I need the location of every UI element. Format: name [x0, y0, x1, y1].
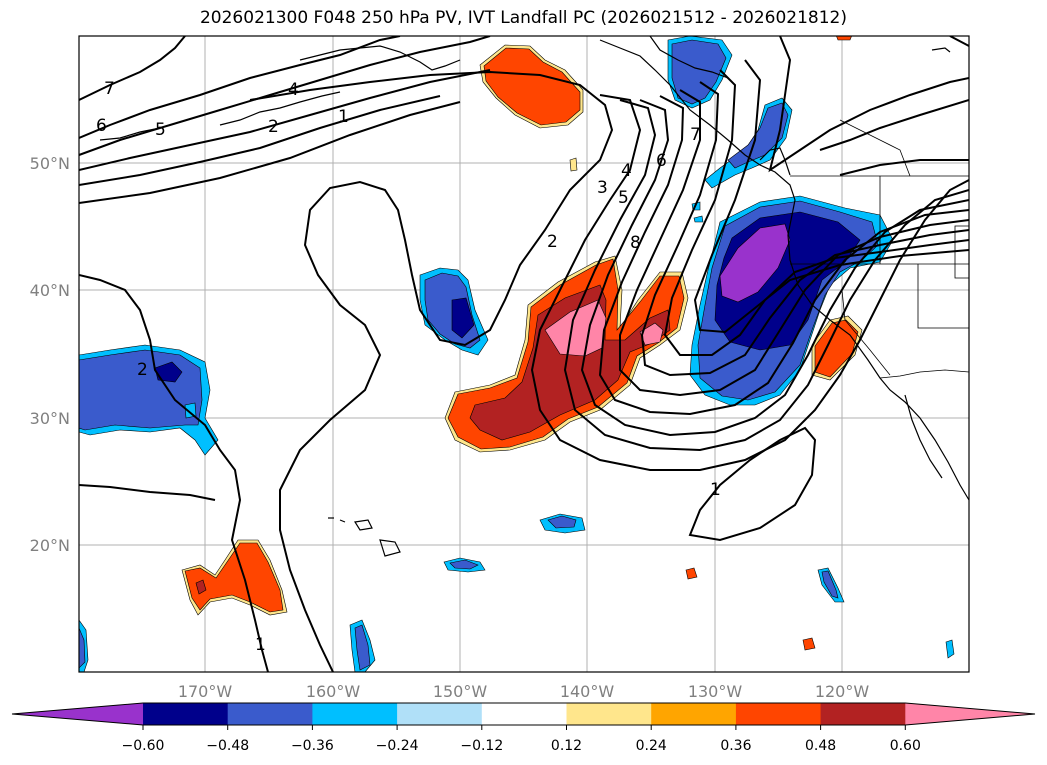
contour-label: 7 — [690, 125, 701, 145]
contour-label: 4 — [288, 80, 299, 100]
colorbar-segment — [227, 703, 313, 725]
colorbar-segment — [312, 703, 398, 725]
colorbar-extend-low — [12, 703, 143, 725]
map-title: 2026021300 F048 250 hPa PV, IVT Landfall… — [199, 8, 847, 28]
colorbar-tick-label: −0.24 — [376, 738, 419, 754]
borders — [790, 119, 969, 379]
contour-label: 2 — [268, 117, 279, 137]
map-frame — [78, 35, 970, 673]
colorbar-tick-label: 0.12 — [551, 738, 582, 754]
lat-label: 20°N — [30, 536, 70, 555]
contour-label: 2 — [547, 232, 558, 252]
contour-label: 6 — [656, 151, 667, 171]
contour-label: 5 — [618, 188, 629, 208]
lat-axis: 50°N 40°N 30°N 20°N — [30, 154, 70, 555]
colorbar-segment — [735, 703, 822, 725]
colorbar-segment — [143, 703, 229, 725]
lat-label: 30°N — [30, 409, 70, 428]
lon-label: 170°W — [178, 682, 233, 701]
colorbar-segment — [481, 703, 567, 725]
colorbar-segment — [651, 703, 737, 725]
contour-labels: 7 6 5 4 2 1 2 3 4 5 6 8 7 2 1 1 — [96, 79, 721, 655]
contour-label: 2 — [137, 360, 148, 380]
map-area: 7 6 5 4 2 1 2 3 4 5 6 8 7 2 1 1 — [79, 36, 969, 672]
contour-label: 1 — [338, 107, 349, 127]
lon-label: 120°W — [815, 682, 870, 701]
lon-label: 130°W — [688, 682, 743, 701]
contour-label: 6 — [96, 116, 107, 136]
lat-label: 50°N — [30, 154, 70, 173]
lon-label: 140°W — [560, 682, 615, 701]
contour-label: 7 — [104, 79, 115, 99]
contour-label: 3 — [597, 178, 608, 198]
colorbar-tick-label: 0.36 — [720, 738, 751, 754]
colorbar-tick-label: −0.60 — [122, 738, 165, 754]
colorbar-tick-label: −0.36 — [291, 738, 334, 754]
lon-label: 150°W — [433, 682, 488, 701]
colorbar-extend-high — [905, 703, 1035, 725]
coastlines — [99, 36, 969, 557]
colorbar-tick-label: −0.12 — [460, 738, 503, 754]
positive-shading — [181, 36, 863, 651]
colorbar-segment — [566, 703, 652, 725]
contour-label: 5 — [155, 120, 166, 140]
colorbar-segment — [397, 703, 483, 725]
lat-label: 40°N — [30, 281, 70, 300]
contours — [79, 36, 969, 672]
colorbar-tick-label: −0.48 — [206, 738, 249, 754]
contour-label: 8 — [630, 233, 641, 253]
lon-axis: 170°W 160°W 150°W 140°W 130°W 120°W — [178, 682, 870, 701]
contour-label: 1 — [710, 480, 721, 500]
colorbar-segment — [820, 703, 906, 725]
lon-label: 160°W — [306, 682, 361, 701]
colorbar-tick-label: 0.24 — [636, 738, 667, 754]
colorbar-tick-label: 0.48 — [805, 738, 836, 754]
contour-label: 1 — [255, 635, 266, 655]
contour-label: 4 — [621, 161, 632, 181]
colorbar: −0.60 −0.48 −0.36 −0.24 −0.12 0.12 0.24 0.36 0.4… — [11, 702, 1036, 754]
colorbar-tick-label: 0.60 — [890, 738, 921, 754]
